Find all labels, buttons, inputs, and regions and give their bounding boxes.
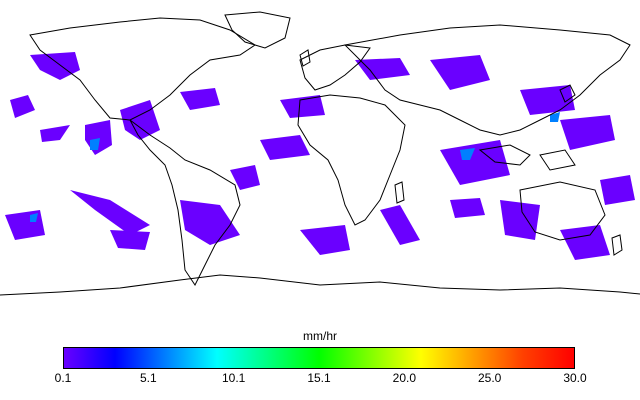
- colorbar-legend: mm/hr 0.1 5.1 10.1 15.1 20.0 25.0 30.0: [0, 325, 640, 400]
- colorbar-tick-label: 5.1: [139, 371, 157, 385]
- precipitation-map: [0, 11, 640, 296]
- coastlines: [0, 11, 640, 296]
- colorbar-tick-label: 25.0: [477, 371, 502, 385]
- colorbar-unit-label: mm/hr: [303, 329, 337, 343]
- colorbar-tick-label: 0.1: [54, 371, 72, 385]
- heavy-precipitation-spots: [30, 112, 560, 222]
- colorbar-tick-label: 10.1: [221, 371, 246, 385]
- colorbar-tick-label: 15.1: [307, 371, 331, 385]
- colorbar-tick-label: 30.0: [563, 371, 587, 385]
- colorbar-gradient: [63, 347, 575, 369]
- colorbar-tick-label: 20.0: [392, 371, 416, 385]
